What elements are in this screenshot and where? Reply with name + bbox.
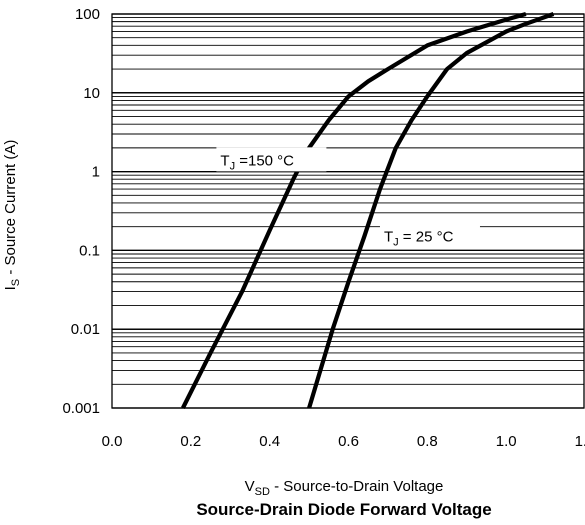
x-axis-label: VSD - Source-to-Drain Voltage (245, 478, 444, 498)
plot-frame (111, 13, 585, 409)
series-line-tj-25c (307, 12, 555, 409)
x-tick-label: 0.6 (338, 433, 359, 450)
series-lines (181, 11, 555, 409)
series-line-tj-150c (181, 11, 527, 409)
y-tick-label: 0.1 (79, 242, 100, 259)
y-tick-label: 10 (83, 85, 100, 102)
x-tick-label: 1.2 (575, 433, 585, 450)
y-tick-label: 100 (75, 6, 100, 23)
grid-lines (112, 13, 584, 409)
series-label-box (379, 223, 480, 248)
x-tick-label: 0.2 (180, 433, 201, 450)
series-label-tj-25c: TJ = 25 °C (384, 228, 454, 248)
series-labels: TJ =150 °C TJ = 25 °C (216, 147, 480, 248)
y-tick-labels: 0.001 0.01 0.1 1 10 100 (62, 6, 100, 417)
x-tick-label: 0.8 (417, 433, 438, 450)
x-tick-label: 0.4 (259, 433, 280, 450)
y-tick-label: 0.001 (62, 400, 100, 417)
x-tick-label: 0.0 (102, 433, 123, 450)
y-tick-label: 0.01 (71, 321, 100, 338)
series-label-box (216, 147, 327, 172)
y-tick-label: 1 (92, 164, 100, 181)
y-axis-label: IS - Source Current (A) (2, 140, 22, 291)
series-label-tj-150c: TJ =150 °C (220, 152, 294, 172)
chart-title: Source-Drain Diode Forward Voltage (196, 500, 491, 519)
x-tick-label: 1.0 (496, 433, 517, 450)
x-tick-labels: 0.0 0.2 0.4 0.6 0.8 1.0 1.2 (102, 433, 585, 450)
